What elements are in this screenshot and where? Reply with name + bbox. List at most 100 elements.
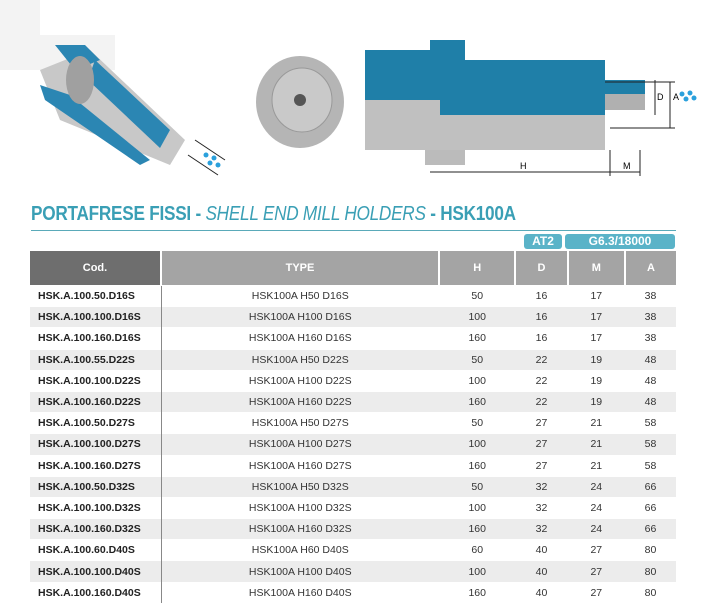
cell-type: HSK100A H100 D22S — [161, 369, 439, 392]
cell-d: 27 — [515, 454, 568, 477]
table-row: HSK.A.100.160.D16S HSK100A H160 D16S 160 16… — [30, 327, 676, 350]
table-row: HSK.A.100.100.D27S HSK100A H100 D27S 100 27… — [30, 433, 676, 455]
title-en: SHELL END MILL HOLDERS — [205, 203, 426, 225]
side-view-drawing: H M D A — [365, 40, 697, 176]
dim-d-label: D — [657, 92, 664, 102]
cell-code: HSK.A.100.60.D40S — [30, 539, 162, 561]
cell-d: 32 — [515, 475, 568, 498]
cell-code: HSK.A.100.55.D22S — [30, 348, 162, 371]
cell-type: HSK100A H100 D16S — [161, 306, 439, 328]
col-cod: Cod. — [30, 251, 162, 286]
table-row: HSK.A.100.55.D22S HSK100A H50 D22S 50 22 19 4… — [30, 348, 676, 371]
cell-m: 24 — [567, 496, 626, 519]
cell-a: 38 — [625, 306, 676, 328]
cell-h: 50 — [439, 412, 516, 434]
col-a: A — [625, 251, 676, 286]
cell-code: HSK.A.100.100.D27S — [30, 433, 162, 455]
table-row: HSK.A.100.60.D40S HSK100A H60 D40S 60 40 27 8… — [30, 539, 676, 561]
cell-a: 58 — [625, 433, 676, 455]
cell-d: 40 — [515, 581, 568, 603]
cell-d: 27 — [515, 433, 568, 455]
title-divider — [31, 230, 676, 231]
cell-code: HSK.A.100.160.D22S — [30, 390, 162, 413]
cell-d: 22 — [515, 369, 568, 392]
cell-h: 100 — [439, 496, 516, 519]
cell-m: 19 — [567, 369, 626, 392]
cell-h: 60 — [439, 539, 516, 561]
cell-a: 66 — [625, 496, 676, 519]
cell-d: 22 — [515, 390, 568, 413]
col-h: H — [439, 251, 517, 286]
cell-h: 100 — [439, 369, 516, 392]
dim-h-label: H — [520, 161, 527, 171]
cell-type: HSK100A H100 D32S — [161, 496, 439, 519]
cutaway-holder-image — [40, 45, 226, 176]
cell-code: HSK.A.100.100.D32S — [30, 496, 162, 519]
cell-h: 160 — [439, 581, 516, 603]
cell-a: 66 — [625, 475, 676, 498]
product-table: Cod. TYPE H D M A HSK.A.100.50.D16S HSK10… — [30, 251, 676, 603]
table-header: Cod. TYPE H D M A — [30, 251, 676, 286]
cell-a: 80 — [625, 581, 676, 603]
col-m: M — [567, 251, 627, 286]
cell-type: HSK100A H160 D16S — [161, 327, 439, 350]
title-it: PORTAFRESE FISSI - — [31, 203, 206, 225]
cell-a: 48 — [625, 369, 676, 392]
cell-m: 17 — [567, 306, 626, 328]
cell-type: HSK100A H50 D32S — [161, 475, 439, 498]
cell-type: HSK100A H50 D16S — [161, 284, 439, 307]
cell-h: 160 — [439, 454, 516, 477]
col-d: D — [515, 251, 569, 286]
dim-m-label: M — [623, 161, 631, 171]
cell-type: HSK100A H100 D40S — [161, 560, 439, 583]
cell-type: HSK100A H50 D27S — [161, 412, 439, 434]
cell-code: HSK.A.100.160.D27S — [30, 454, 162, 477]
product-drawings: H M D A — [40, 40, 697, 176]
cell-m: 21 — [567, 454, 626, 477]
cell-h: 50 — [439, 284, 516, 307]
cell-code: HSK.A.100.160.D32S — [30, 518, 162, 540]
cell-a: 48 — [625, 348, 676, 371]
title-model: - HSK100A — [425, 203, 516, 225]
cell-d: 40 — [515, 560, 568, 583]
cell-m: 21 — [567, 412, 626, 434]
cell-m: 24 — [567, 475, 626, 498]
table-row: HSK.A.100.50.D27S HSK100A H50 D27S 50 27 21 5… — [30, 412, 676, 434]
cell-code: HSK.A.100.50.D16S — [30, 284, 162, 307]
cell-type: HSK100A H160 D22S — [161, 390, 439, 413]
cell-code: HSK.A.100.160.D40S — [30, 581, 162, 603]
cell-h: 100 — [439, 306, 516, 328]
cell-m: 24 — [567, 518, 626, 540]
cell-type: HSK100A H50 D22S — [161, 348, 439, 371]
cell-h: 160 — [439, 518, 516, 540]
table-row: HSK.A.100.100.D32S HSK100A H100 D32S 100 32… — [30, 496, 676, 519]
cell-type: HSK100A H160 D27S — [161, 454, 439, 477]
cell-d: 22 — [515, 348, 568, 371]
table-row: HSK.A.100.100.D40S HSK100A H100 D40S 100 40… — [30, 560, 676, 583]
cell-code: HSK.A.100.50.D32S — [30, 475, 162, 498]
cell-h: 100 — [439, 433, 516, 455]
cell-code: HSK.A.100.160.D16S — [30, 327, 162, 350]
cell-d: 16 — [515, 284, 568, 307]
cell-h: 50 — [439, 475, 516, 498]
cell-d: 16 — [515, 327, 568, 350]
cell-code: HSK.A.100.100.D40S — [30, 560, 162, 583]
cell-m: 17 — [567, 327, 626, 350]
dim-a-label: A — [673, 92, 679, 102]
flange-face-image — [256, 56, 344, 148]
table-row: HSK.A.100.100.D16S HSK100A H100 D16S 100 16… — [30, 306, 676, 328]
cell-a: 58 — [625, 454, 676, 477]
cell-d: 32 — [515, 518, 568, 540]
cell-a: 38 — [625, 327, 676, 350]
balance-badge: G6.3/18000 — [565, 234, 675, 249]
cell-d: 32 — [515, 496, 568, 519]
cell-a: 58 — [625, 412, 676, 434]
cell-type: HSK100A H60 D40S — [161, 539, 439, 561]
table-row: HSK.A.100.160.D32S HSK100A H160 D32S 160 32… — [30, 518, 676, 540]
cell-h: 50 — [439, 348, 516, 371]
cell-d: 16 — [515, 306, 568, 328]
cell-a: 48 — [625, 390, 676, 413]
cell-type: HSK100A H160 D40S — [161, 581, 439, 603]
at2-badge: AT2 — [524, 234, 562, 249]
cell-a: 80 — [625, 539, 676, 561]
